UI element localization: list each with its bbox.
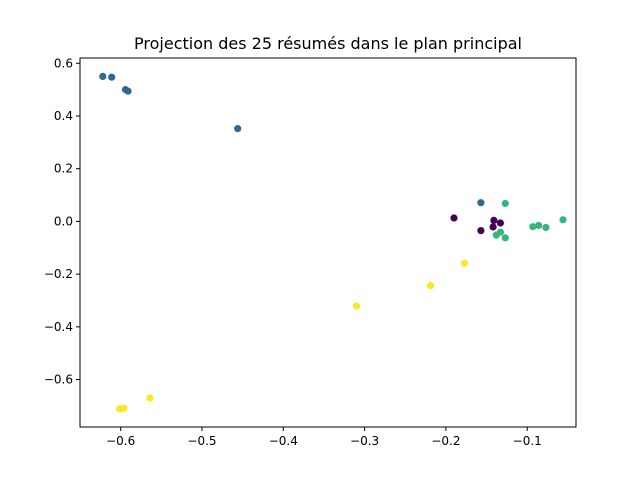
scatter-point (234, 125, 242, 133)
y-tick-label: 0.0 (54, 214, 73, 228)
scatter-point (529, 223, 537, 231)
y-tick-label: −0.2 (44, 267, 73, 281)
x-tick-label: −0.6 (106, 434, 135, 448)
chart-title: Projection des 25 résumés dans le plan p… (134, 34, 522, 53)
x-tick-label: −0.1 (513, 434, 542, 448)
scatter-point (559, 216, 567, 224)
scatter-point (461, 259, 469, 267)
scatter-point (501, 199, 509, 208)
scatter-point (477, 227, 485, 235)
y-tick-label: 0.4 (54, 109, 73, 123)
y-tick-label: 0.6 (54, 56, 73, 70)
scatter-point (146, 394, 154, 402)
scatter-point (535, 221, 543, 229)
ticks-layer: −0.6 −0.5 −0.4 −0.3 −0.2 −0.1 0.6 0.4 0.2 0.0 −0.2… (44, 56, 542, 448)
scatter-point (426, 282, 435, 290)
scatter-point (477, 199, 485, 207)
scatter-point (542, 223, 550, 232)
x-tick-label: −0.5 (187, 434, 216, 448)
y-tick-label: 0.2 (54, 162, 73, 176)
scatter-point (352, 302, 361, 310)
scatter-point (489, 223, 497, 231)
scatter-point (99, 72, 107, 80)
x-tick-label: −0.3 (350, 434, 379, 448)
plot-frame (79, 57, 577, 428)
scatter-point (450, 214, 458, 222)
scatter-point (496, 219, 504, 227)
scatter-point (108, 73, 116, 81)
points-layer (99, 72, 567, 413)
scatter-point (492, 231, 500, 239)
scatter-point (116, 405, 124, 413)
scatter-point (124, 87, 132, 95)
x-tick-label: −0.2 (431, 434, 460, 448)
scatter-point (490, 216, 498, 224)
y-tick-label: −0.4 (44, 320, 73, 334)
y-tick-label: −0.6 (44, 373, 73, 387)
scatter-point (501, 234, 509, 242)
x-tick-label: −0.4 (269, 434, 298, 448)
